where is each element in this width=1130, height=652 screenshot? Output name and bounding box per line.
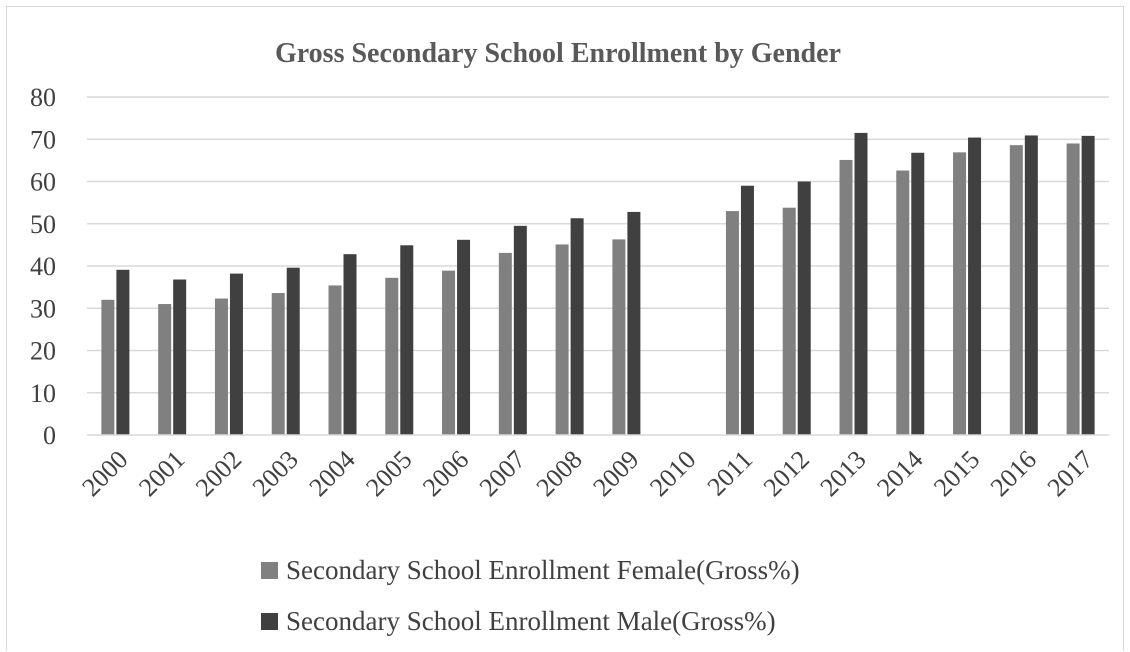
chart-title: Gross Secondary School Enrollment by Gen… xyxy=(275,38,841,69)
x-tick-label: 2004 xyxy=(303,445,360,502)
bar-male-2017 xyxy=(1081,135,1095,435)
x-tick-label: 2012 xyxy=(758,445,815,502)
y-axis-tick-labels: 0 10 20 30 40 50 60 70 80 xyxy=(30,83,56,450)
x-axis-tick-labels: 2000 2001 2002 2003 2004 2005 2006 2007 2008 2009… xyxy=(76,445,1098,502)
legend-label-female: Secondary School Enrollment Female(Gross… xyxy=(286,555,800,585)
bar-female-2006 xyxy=(442,270,456,435)
bar-female-2000 xyxy=(101,299,115,435)
bar-male-2009 xyxy=(627,211,641,435)
bars xyxy=(101,132,1095,436)
bar-male-2007 xyxy=(513,225,527,435)
y-tick-label: 70 xyxy=(30,125,56,154)
bar-male-2005 xyxy=(400,245,414,435)
x-tick-label: 2007 xyxy=(474,445,531,502)
chart-svg: Gross Secondary School Enrollment by Gen… xyxy=(30,38,1109,636)
bar-female-2002 xyxy=(214,298,228,435)
bar-male-2014 xyxy=(911,152,925,435)
bar-female-2011 xyxy=(725,211,739,435)
x-tick-label: 2016 xyxy=(985,445,1042,502)
bar-female-2007 xyxy=(498,252,512,435)
y-tick-label: 40 xyxy=(30,252,56,281)
y-tick-label: 80 xyxy=(30,83,56,112)
legend-swatch-male xyxy=(261,613,278,630)
x-tick-label: 2017 xyxy=(1042,445,1099,502)
legend: Secondary School Enrollment Female(Gross… xyxy=(261,555,800,636)
bar-female-2008 xyxy=(555,244,569,435)
y-tick-label: 60 xyxy=(30,168,56,197)
bar-female-2016 xyxy=(1009,145,1023,436)
bar-female-2013 xyxy=(839,159,853,435)
bar-male-2001 xyxy=(173,279,187,435)
bar-male-2004 xyxy=(343,254,357,435)
x-tick-label: 2000 xyxy=(76,445,133,502)
x-tick-label: 2013 xyxy=(814,445,871,502)
x-tick-label: 2003 xyxy=(247,445,304,502)
bar-female-2012 xyxy=(782,207,796,435)
x-tick-label: 2015 xyxy=(928,445,985,502)
bar-female-2015 xyxy=(953,152,967,435)
y-tick-label: 50 xyxy=(30,210,56,239)
gridlines xyxy=(87,96,1109,394)
bar-male-2012 xyxy=(797,181,811,435)
bar-male-2016 xyxy=(1024,135,1038,435)
y-tick-label: 30 xyxy=(30,294,56,323)
legend-label-male: Secondary School Enrollment Male(Gross%) xyxy=(286,606,776,636)
bar-male-2013 xyxy=(854,132,868,435)
bar-male-2011 xyxy=(740,185,754,435)
bar-female-2003 xyxy=(271,293,285,435)
bar-male-2000 xyxy=(116,269,130,435)
chart-frame: Gross Secondary School Enrollment by Gen… xyxy=(6,6,1124,651)
bar-male-2002 xyxy=(229,273,243,435)
bar-male-2006 xyxy=(457,239,471,435)
bar-male-2003 xyxy=(286,267,300,435)
y-tick-label: 10 xyxy=(30,379,56,408)
bar-female-2001 xyxy=(158,304,172,435)
x-tick-label: 2010 xyxy=(644,445,701,502)
bar-male-2015 xyxy=(968,137,982,435)
bar-female-2005 xyxy=(385,277,399,435)
y-tick-label: 0 xyxy=(43,421,56,450)
x-tick-label: 2011 xyxy=(702,445,759,502)
x-tick-label: 2014 xyxy=(871,445,928,502)
bar-female-2004 xyxy=(328,285,342,435)
x-tick-label: 2002 xyxy=(190,445,247,502)
legend-swatch-female xyxy=(261,562,278,579)
bar-female-2017 xyxy=(1066,143,1080,435)
x-tick-label: 2006 xyxy=(417,445,474,502)
x-tick-label: 2008 xyxy=(531,445,588,502)
bar-male-2008 xyxy=(570,218,584,435)
x-tick-label: 2005 xyxy=(360,445,417,502)
y-tick-label: 20 xyxy=(30,337,56,366)
bar-female-2009 xyxy=(612,239,626,435)
bar-female-2014 xyxy=(896,170,910,435)
x-tick-label: 2009 xyxy=(587,445,644,502)
x-tick-label: 2001 xyxy=(133,445,190,502)
